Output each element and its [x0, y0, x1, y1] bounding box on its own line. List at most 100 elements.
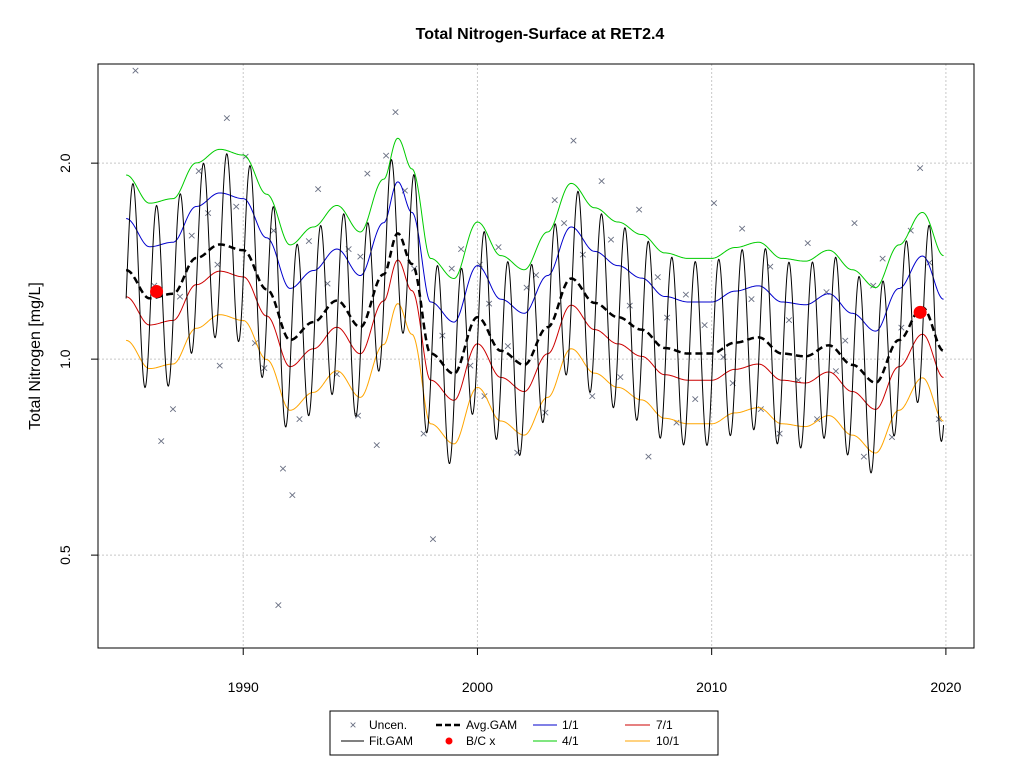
uncen-point: × — [747, 292, 756, 305]
legend-r10-label: 10/1 — [656, 734, 680, 748]
legend-uncen-label: Uncen. — [369, 718, 407, 732]
chart-title: Total Nitrogen-Surface at RET2.4 — [416, 26, 665, 43]
y-axis: 0.5 1.0 2.0 — [57, 153, 98, 565]
uncen-point: × — [897, 321, 906, 334]
uncen-point: × — [859, 450, 868, 463]
uncen-point: × — [503, 339, 512, 352]
uncen-point: × — [766, 260, 775, 273]
uncen-point: × — [831, 365, 840, 378]
uncen-point: × — [522, 281, 531, 294]
uncen-point: × — [131, 64, 140, 77]
x-tick-label: 2000 — [462, 679, 493, 695]
uncen-point: × — [187, 229, 196, 242]
uncen-point: × — [475, 258, 484, 271]
uncen-point: × — [278, 462, 287, 475]
uncen-point: × — [756, 402, 765, 415]
y-tick-label: 2.0 — [57, 153, 73, 173]
series-4-1-line — [126, 137, 944, 289]
uncen-point: × — [887, 431, 896, 444]
uncen-point: × — [513, 446, 522, 459]
uncen-point: × — [738, 222, 747, 235]
uncen-point: × — [588, 389, 597, 402]
series-ratios — [126, 137, 944, 454]
uncen-point: × — [794, 374, 803, 387]
uncen-point: × — [550, 193, 559, 206]
uncen-point: × — [681, 288, 690, 301]
uncen-point: × — [653, 270, 662, 283]
uncen-point: × — [356, 250, 365, 263]
uncen-point: × — [269, 224, 278, 237]
bc-x-point — [150, 285, 164, 299]
uncen-point: × — [616, 371, 625, 384]
uncen-point: × — [672, 416, 681, 429]
series-fit-gam — [125, 153, 945, 474]
uncen-point: × — [222, 112, 231, 125]
uncen-point: × — [428, 533, 437, 546]
uncen-point: × — [531, 268, 540, 281]
legend-r4-label: 4/1 — [562, 734, 579, 748]
uncen-point: × — [314, 182, 323, 195]
legend-bc-label: B/C x — [466, 734, 495, 748]
uncen-point: × — [168, 402, 177, 415]
uncen-point: × — [295, 413, 304, 426]
uncen-point: × — [925, 256, 934, 269]
uncen-point: × — [634, 203, 643, 216]
uncen-point: × — [850, 217, 859, 230]
series-avg-gam — [125, 232, 944, 384]
x-tick-label: 1990 — [228, 679, 259, 695]
uncen-point: × — [869, 279, 878, 292]
uncen-point: × — [812, 413, 821, 426]
uncen-point: × — [541, 406, 550, 419]
legend-r1-label: 1/1 — [562, 718, 579, 732]
uncen-point: × — [304, 235, 313, 248]
legend: × Uncen. Fit.GAM Avg.GAM B/C x 1/1 4/1 7… — [329, 710, 719, 756]
uncen-point: × — [400, 184, 409, 197]
plot-frame — [97, 63, 975, 649]
x-axis: 1990 2000 2010 2020 — [228, 648, 962, 695]
bc-x-point — [913, 305, 927, 319]
legend-avg-label: Avg.GAM — [466, 718, 517, 732]
uncen-point: × — [194, 164, 203, 177]
uncen-point: × — [559, 217, 568, 230]
uncen-point: × — [391, 106, 400, 119]
x-tick-label: 2010 — [696, 679, 727, 695]
series-avg-gam-line — [125, 232, 944, 384]
uncen-point: × — [691, 393, 700, 406]
y-tick-label: 1.0 — [57, 349, 73, 369]
series-7-1-line — [126, 259, 944, 410]
uncen-point: × — [241, 150, 250, 163]
uncen-point: × — [274, 598, 283, 611]
uncen-point: × — [606, 233, 615, 246]
uncen-point: × — [569, 134, 578, 147]
uncen-point: × — [332, 368, 341, 381]
uncen-point: × — [353, 409, 362, 422]
uncen-point: × — [709, 197, 718, 210]
uncen-point: × — [878, 252, 887, 265]
uncen-point: × — [480, 389, 489, 402]
uncen-point: × — [381, 149, 390, 162]
uncen-point: × — [597, 175, 606, 188]
series-10-1-line — [126, 303, 944, 454]
uncen-point: × — [494, 240, 503, 253]
uncen-point: × — [157, 434, 166, 447]
uncen-point: × — [175, 290, 184, 303]
uncen-point: × — [447, 262, 456, 275]
legend-fit-label: Fit.GAM — [369, 734, 413, 748]
legend-r7-label: 7/1 — [656, 718, 673, 732]
uncen-point: × — [250, 337, 259, 350]
uncen-point: × — [784, 314, 793, 327]
legend-uncen-marker: × — [349, 718, 356, 732]
uncen-point: × — [906, 224, 915, 237]
legend-box — [329, 710, 719, 756]
uncen-point: × — [344, 242, 353, 255]
uncen-point: × — [419, 427, 428, 440]
series-bc-x — [150, 285, 927, 319]
legend-bc-marker — [445, 737, 453, 745]
uncen-point: × — [456, 242, 465, 255]
uncen-point: × — [803, 237, 812, 250]
uncen-point: × — [466, 359, 475, 372]
uncen-point: × — [215, 359, 224, 372]
uncen-point: × — [232, 200, 241, 213]
uncen-point: × — [213, 258, 222, 271]
y-axis-label: Total Nitrogen [mg/L] — [27, 282, 44, 430]
